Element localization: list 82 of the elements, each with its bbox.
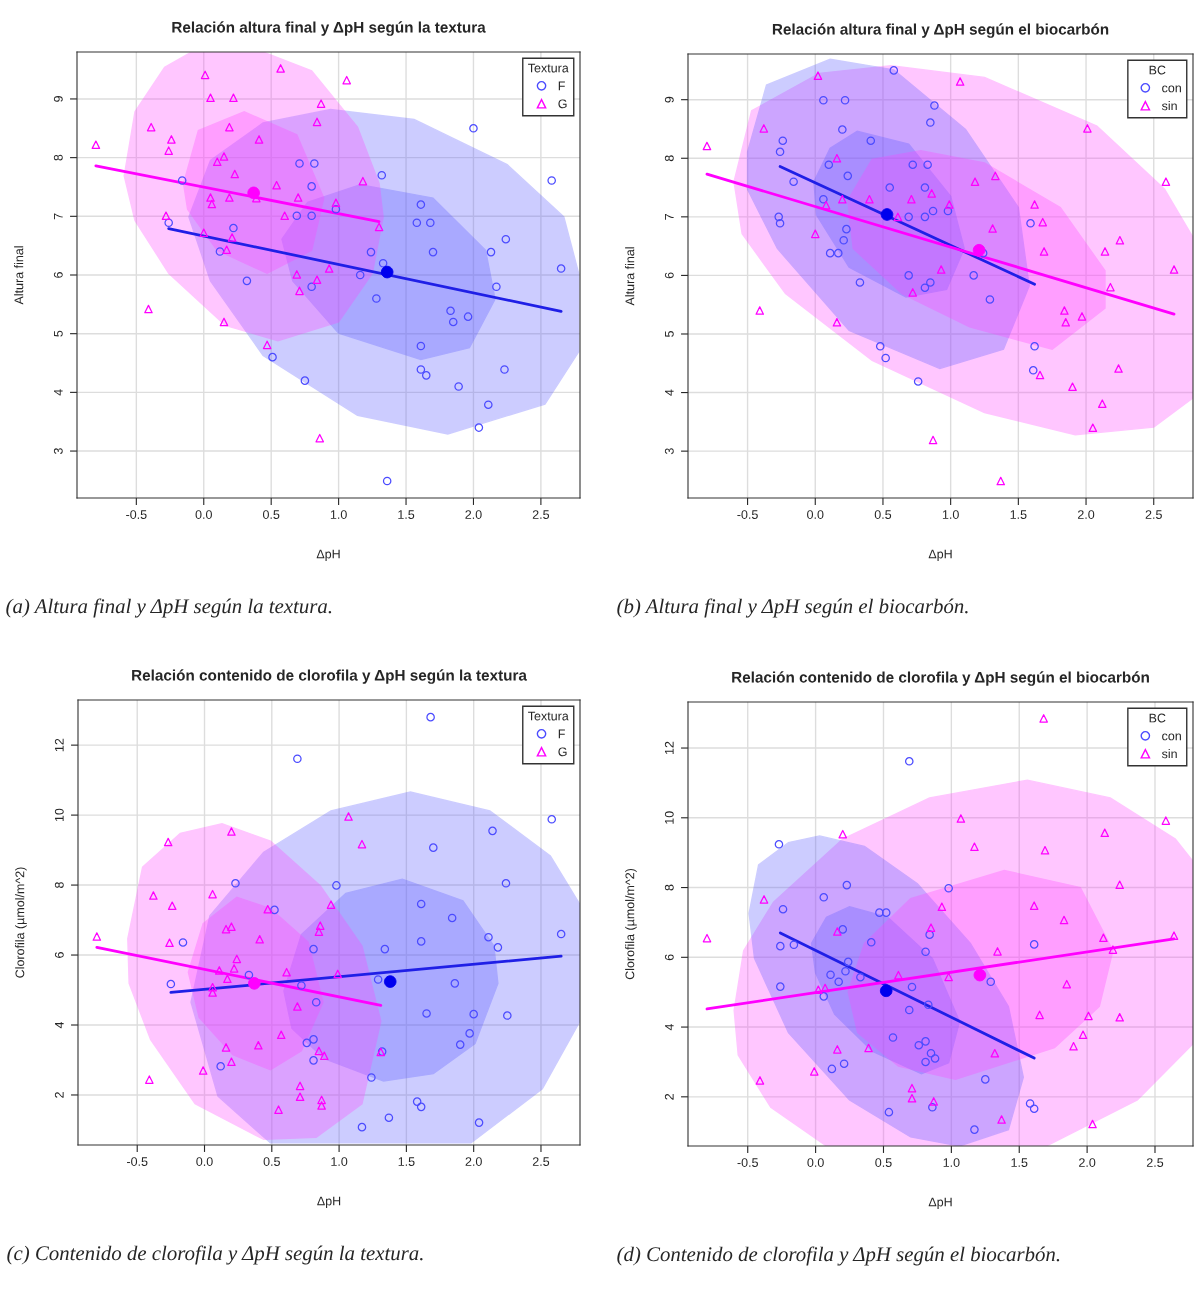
x-tick-label: 0.5 [263,1157,280,1166]
text: (b) Altura final y ΔpH según el biocarbón. [617,598,968,618]
x-tick-label: 1.0 [330,510,347,519]
chart-title: Relación altura final y ΔpH según el biocarbón [772,23,1109,38]
x-axis-title: ΔpH [928,549,952,561]
x-tick-label: -0.5 [127,1157,148,1166]
x-tick-label: 1.5 [1011,1158,1028,1167]
x-axis-title: ΔpH [316,549,340,561]
legend-title: Textura [528,711,569,721]
y-tick-label: 8 [664,884,674,891]
legend-label: F [558,81,565,91]
x-tick-label: 0.0 [807,510,824,519]
legend-label: sin [1161,101,1177,111]
y-tick-label: 5 [665,331,674,337]
legend-label: F [558,729,565,739]
text: (a) Altura final y ΔpH según la textura. [6,598,332,618]
chart-title: Relación contenido de clorofila y ΔpH según la textura [132,669,528,684]
y-tick-label: 8 [53,154,63,161]
y-tick-label: 8 [54,882,64,888]
x-tick-label: 1.5 [398,1157,415,1166]
x-tick-label: 2.5 [532,510,550,519]
legend-title: Textura [528,63,569,73]
x-tick-label: -0.5 [126,510,147,519]
x-tick-label: -0.5 [737,1158,758,1167]
y-tick-label: 9 [53,96,63,102]
y-tick-label: 9 [664,96,674,103]
y-tick-label: 7 [54,213,63,220]
text: (c) Contenido de clorofila y ΔpH según la textura. [7,1245,423,1265]
y-tick-label: 8 [664,155,674,162]
y-tick-label: 12 [54,738,64,752]
y-tick-label: 3 [53,448,63,455]
legend-label: con [1162,85,1181,93]
x-tick-label: 2.0 [465,1157,482,1166]
x-tick-label: 0.0 [807,1158,824,1167]
y-axis-title: Altura final [625,247,635,306]
y-tick-label: 3 [664,448,674,455]
y-tick-label: 10 [54,808,64,822]
y-tick-label: 6 [53,272,63,278]
y-tick-label: 7 [665,213,674,220]
x-tick-label: 1.5 [398,510,415,519]
legend-label: con [1162,733,1181,741]
x-tick-label: 2.5 [1145,510,1162,519]
x-tick-label: 1.0 [942,510,959,519]
chart-title: Relación altura final y ΔpH según la textura [172,21,486,36]
x-tick-label: -0.5 [737,510,758,519]
x-tick-label: 0.5 [875,1158,892,1167]
y-tick-label: 4 [54,389,63,396]
y-tick-label: 4 [665,389,674,396]
x-tick-label: 2.0 [465,510,482,519]
text: (d) Contenido de clorofila y ΔpH según el biocarbón. [617,1246,1060,1266]
legend-title: BC [1149,713,1166,723]
y-tick-label: 2 [664,1093,674,1100]
y-tick-label: 6 [664,954,674,961]
y-tick-label: 10 [664,811,674,824]
x-tick-label: 2.5 [532,1157,550,1166]
y-tick-label: 4 [665,1023,674,1031]
x-axis-title: ΔpH [928,1197,952,1209]
y-axis-title: Clorofila (µmol/m^2) [15,867,27,978]
y-tick-label: 5 [54,330,63,337]
legend-title: BC [1149,65,1166,75]
legend-label: sin [1161,749,1177,759]
x-tick-label: 2.0 [1077,510,1095,519]
y-tick-label: 6 [54,952,64,958]
x-tick-label: 1.0 [943,1158,960,1167]
x-tick-label: 2.0 [1079,1158,1096,1167]
x-tick-label: 1.5 [1010,510,1027,519]
legend-label: G [558,747,567,757]
y-tick-label: 2 [54,1092,64,1098]
legend-label: G [558,99,567,109]
y-axis-title: Clorofila (µmol/m^2) [625,868,637,980]
y-tick-label: 6 [664,272,674,279]
chart-title: Relación contenido de clorofila y ΔpH según el biocarbón [732,671,1149,686]
x-tick-label: 1.0 [331,1157,348,1166]
x-tick-label: 0.5 [262,510,280,519]
x-axis-title: ΔpH [317,1196,341,1208]
x-tick-label: 2.5 [1146,1158,1164,1167]
y-tick-label: 12 [664,741,674,755]
y-tick-label: 4 [55,1021,64,1029]
x-tick-label: 0.0 [195,510,212,519]
x-tick-label: 0.0 [196,1157,213,1166]
y-axis-title: Altura final [14,246,24,305]
x-tick-label: 0.5 [874,510,892,519]
